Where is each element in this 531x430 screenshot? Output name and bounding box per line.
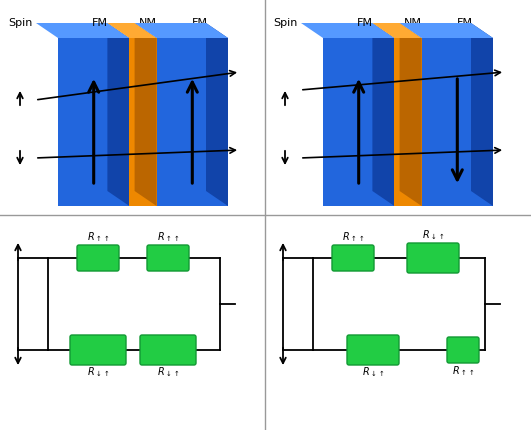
Text: $R_{\downarrow\uparrow}$: $R_{\downarrow\uparrow}$ (87, 366, 109, 379)
Polygon shape (107, 23, 130, 206)
Text: $R_{\downarrow\uparrow}$: $R_{\downarrow\uparrow}$ (157, 366, 179, 379)
FancyBboxPatch shape (70, 335, 126, 365)
Text: Spin: Spin (8, 18, 32, 28)
Polygon shape (372, 23, 395, 206)
Polygon shape (471, 23, 493, 206)
FancyBboxPatch shape (332, 245, 374, 271)
FancyBboxPatch shape (347, 335, 399, 365)
FancyBboxPatch shape (447, 337, 479, 363)
Text: $R_{\uparrow\uparrow}$: $R_{\uparrow\uparrow}$ (157, 230, 179, 244)
Text: NM: NM (139, 18, 157, 28)
Polygon shape (130, 38, 157, 206)
Polygon shape (372, 23, 422, 38)
FancyBboxPatch shape (77, 245, 119, 271)
Text: FM: FM (92, 18, 108, 28)
Text: FM: FM (357, 18, 373, 28)
Polygon shape (206, 23, 228, 206)
Polygon shape (134, 23, 228, 38)
Polygon shape (422, 38, 493, 206)
Polygon shape (107, 23, 157, 38)
FancyBboxPatch shape (147, 245, 189, 271)
FancyBboxPatch shape (407, 243, 459, 273)
Text: FM: FM (192, 18, 208, 28)
Text: $R_{\downarrow\uparrow}$: $R_{\downarrow\uparrow}$ (362, 366, 384, 379)
FancyBboxPatch shape (140, 335, 196, 365)
Text: $R_{\downarrow\uparrow}$: $R_{\downarrow\uparrow}$ (422, 229, 444, 242)
Polygon shape (323, 38, 395, 206)
Text: $R_{\uparrow\uparrow}$: $R_{\uparrow\uparrow}$ (341, 230, 364, 244)
Polygon shape (58, 38, 130, 206)
Text: Spin: Spin (273, 18, 297, 28)
Text: NM: NM (404, 18, 422, 28)
Polygon shape (36, 23, 130, 38)
Polygon shape (157, 38, 228, 206)
Text: $R_{\uparrow\uparrow}$: $R_{\uparrow\uparrow}$ (87, 230, 109, 244)
Text: FM: FM (457, 18, 473, 28)
Polygon shape (400, 23, 493, 38)
Text: $R_{\uparrow\uparrow}$: $R_{\uparrow\uparrow}$ (452, 364, 474, 378)
Polygon shape (301, 23, 395, 38)
Polygon shape (134, 23, 157, 206)
Polygon shape (400, 23, 422, 206)
Polygon shape (395, 38, 422, 206)
